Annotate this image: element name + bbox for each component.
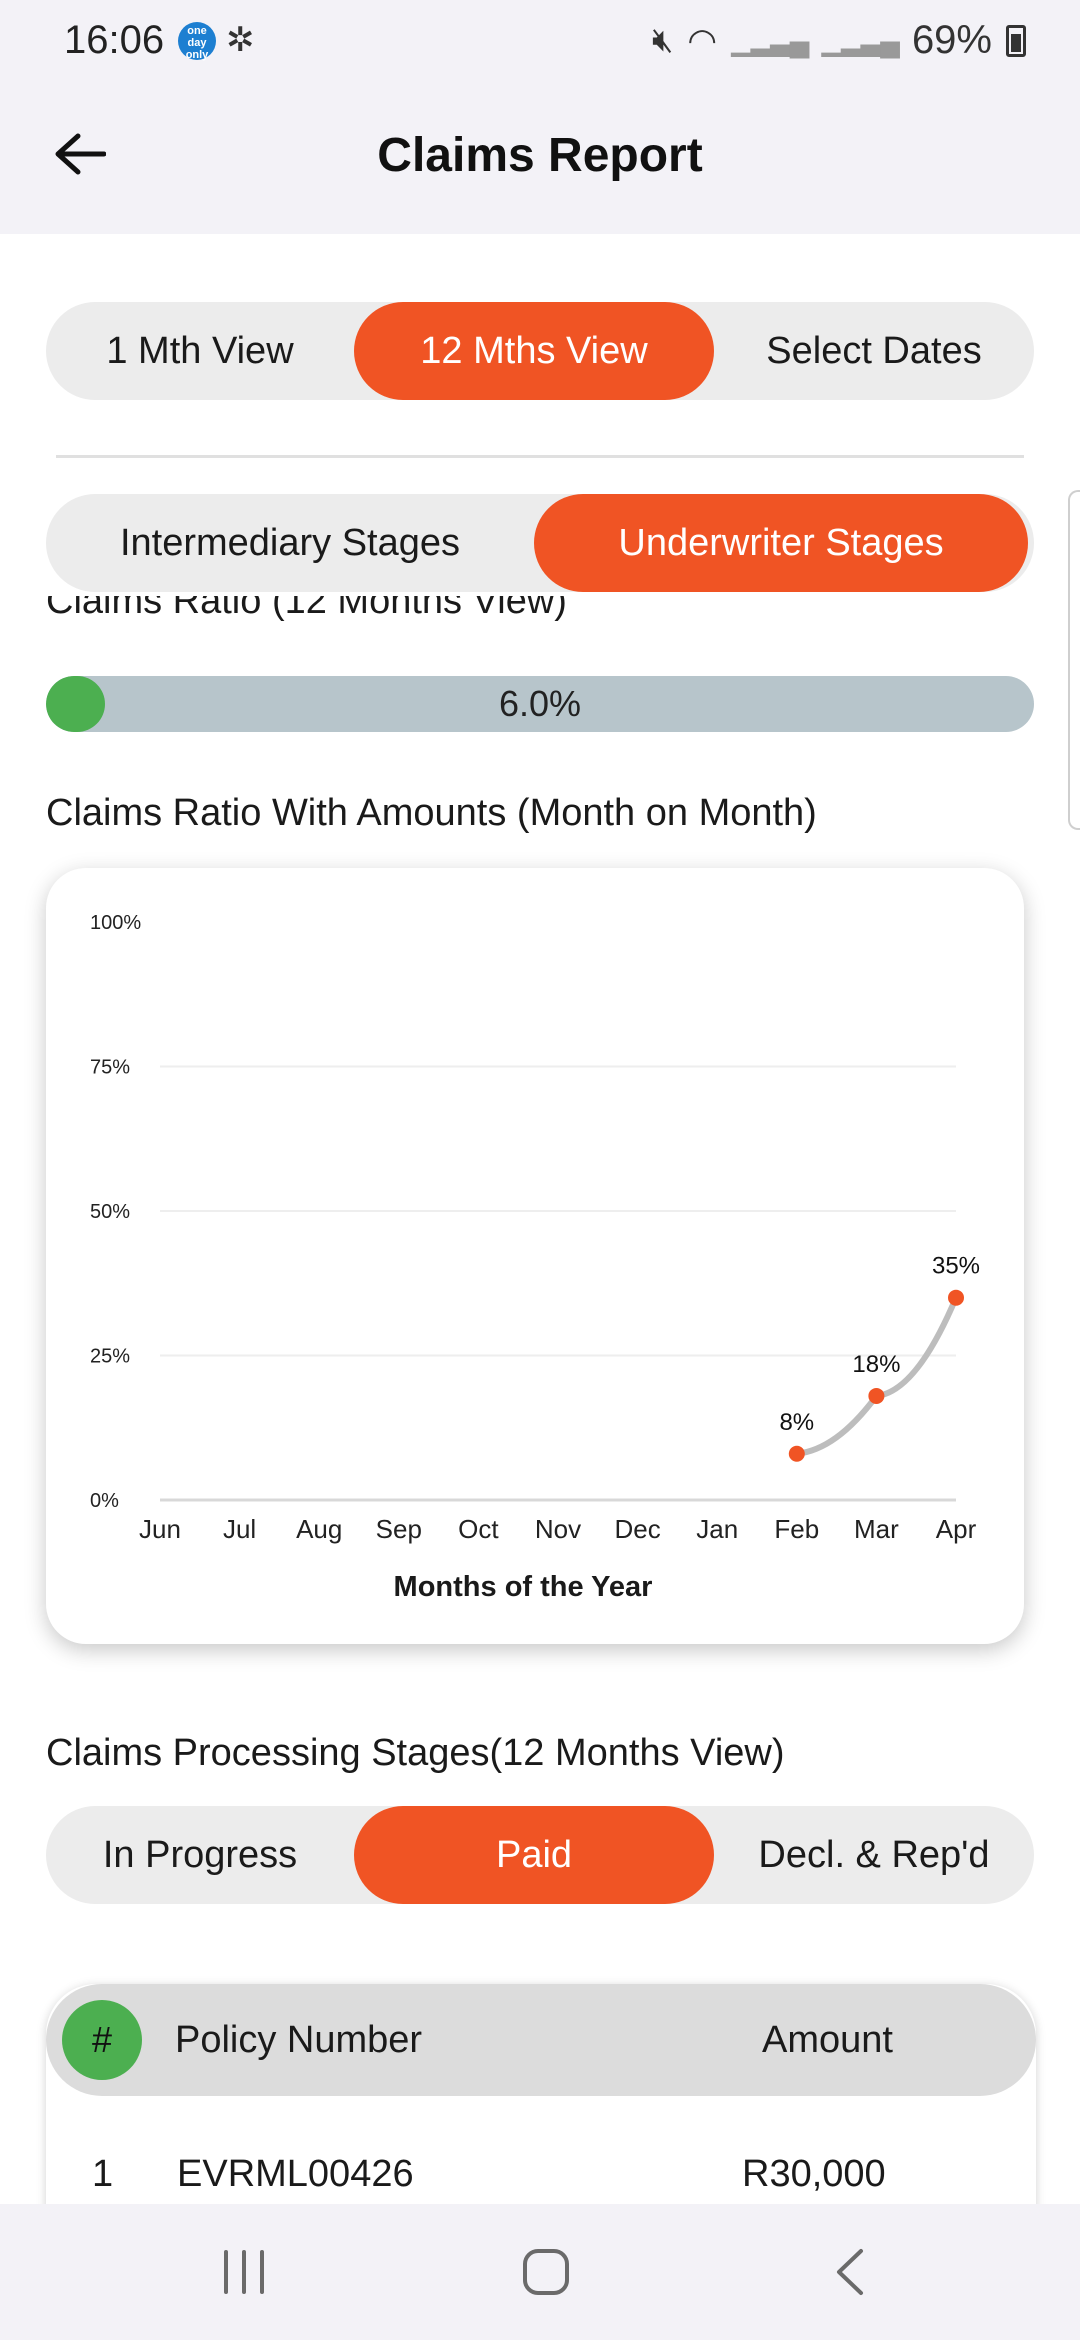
processing-toggle: In Progress Paid Decl. & Rep'd [46,1806,1034,1904]
x-tick-label: Dec [614,1514,660,1544]
row-index: 1 [92,2153,114,2195]
claims-ratio-value: 6.0% [498,683,582,724]
system-nav-bar [0,2204,1080,2340]
x-tick-label: Aug [296,1514,342,1544]
home-icon [523,2249,569,2295]
processing-section-title: Claims Processing Stages(12 Months View) [46,1732,785,1774]
x-axis-title: Months of the Year [394,1571,653,1603]
x-tick-label: Nov [535,1514,581,1544]
claims-ratio-chart: 0% 25% 50% 75% 100% Jun Jul Aug Sep Oct Nov Dec Jan F… [90,912,980,1603]
scroll-indicator[interactable] [1068,490,1080,830]
y-tick-label: 75% [90,1057,130,1079]
nav-back-button[interactable] [790,2204,910,2340]
stage-toggle: Intermediary Stages Underwriter Stages [46,494,1034,592]
x-tick-label: Feb [774,1514,819,1544]
battery-percent: 69% [911,18,992,62]
tab-declined-repudiated[interactable]: Decl. & Rep'd [758,1833,990,1876]
data-label: 18% [852,1351,900,1378]
tab-intermediary-stages[interactable]: Intermediary Stages [119,521,461,564]
oneday-app-icon: one day only [178,22,216,61]
x-tick-label: Jun [139,1514,181,1544]
row-policy-number: EVRML00426 [177,2153,414,2195]
x-tick-label: Jan [696,1514,738,1544]
claims-ratio-title: Claims Ratio (12 Months View) [46,596,567,622]
tab-underwriter-stages[interactable]: Underwriter Stages [534,494,1028,592]
recent-apps-button[interactable] [184,2204,304,2340]
claims-ratio-progress-bar: 6.0% [46,676,1034,732]
policy-number-header: Policy Number [175,2019,423,2061]
top-bar: 16:06 one day only ✲ 🔇︎ ◠ ▁▂▃▄ ▁▂▃▄ 69% Cl… [0,0,1080,234]
row-amount: R30,000 [742,2153,886,2195]
wifi-icon: ◠ [687,21,718,60]
page-title: Claims Report [377,129,703,182]
claims-ratio-chart-card: 0% 25% 50% 75% 100% Jun Jul Aug Sep Oct Nov Dec Jan F… [46,868,1024,1644]
view-toggle: 1 Mth View 12 Mths View Select Dates [46,302,1034,400]
x-tick-label: Sep [376,1514,422,1544]
back-icon [837,2249,863,2295]
chart-section-title: Claims Ratio With Amounts (Month on Mont… [46,792,817,834]
tab-1-month-view[interactable]: 1 Mth View [106,329,294,372]
divider [56,455,1024,458]
tab-select-dates[interactable]: Select Dates [766,329,982,372]
recent-apps-icon [224,2250,264,2294]
tab-paid[interactable]: Paid [354,1806,714,1904]
claims-ratio-fill [46,676,106,732]
tab-in-progress[interactable]: In Progress [102,1833,298,1876]
battery-icon [1006,24,1026,57]
home-button[interactable] [486,2204,606,2340]
arrow-left-icon [55,133,106,175]
x-tick-label: Mar [854,1514,899,1544]
x-tick-label: Jul [223,1514,256,1544]
data-label: 8% [779,1409,814,1436]
signal-icon: ▁▂▃▄ [731,25,809,56]
y-tick-label: 0% [90,1490,119,1512]
amount-header: Amount [762,2019,893,2061]
data-point [868,1387,885,1404]
x-tick-label: Oct [458,1514,499,1544]
signal-2-icon: ▁▂▃▄ [821,25,900,56]
status-icons: 🔇︎ ◠ ▁▂▃▄ ▁▂▃▄ 69% [652,18,1026,63]
y-tick-label: 25% [90,1346,130,1368]
app-notification-icon: ✲ [226,21,255,59]
y-tick-label: 100% [90,912,141,934]
data-point [948,1289,964,1306]
index-header: # [62,2000,142,2080]
tab-12-months-view[interactable]: 12 Mths View [354,302,714,400]
data-point [788,1445,805,1462]
mute-icon: 🔇︎ [651,21,674,59]
data-label: 35% [932,1253,980,1280]
y-tick-label: 50% [90,1201,130,1223]
table-header: # Policy Number Amount [46,1984,1036,2096]
claims-ratio-title-container: Claims Ratio (12 Months View) [46,596,1034,648]
back-button[interactable] [50,124,110,184]
status-time: 16:06 [64,18,165,62]
table-row[interactable]: 1 EVRML00426 R30,000 [46,2134,1036,2214]
x-tick-label: Apr [936,1514,977,1544]
